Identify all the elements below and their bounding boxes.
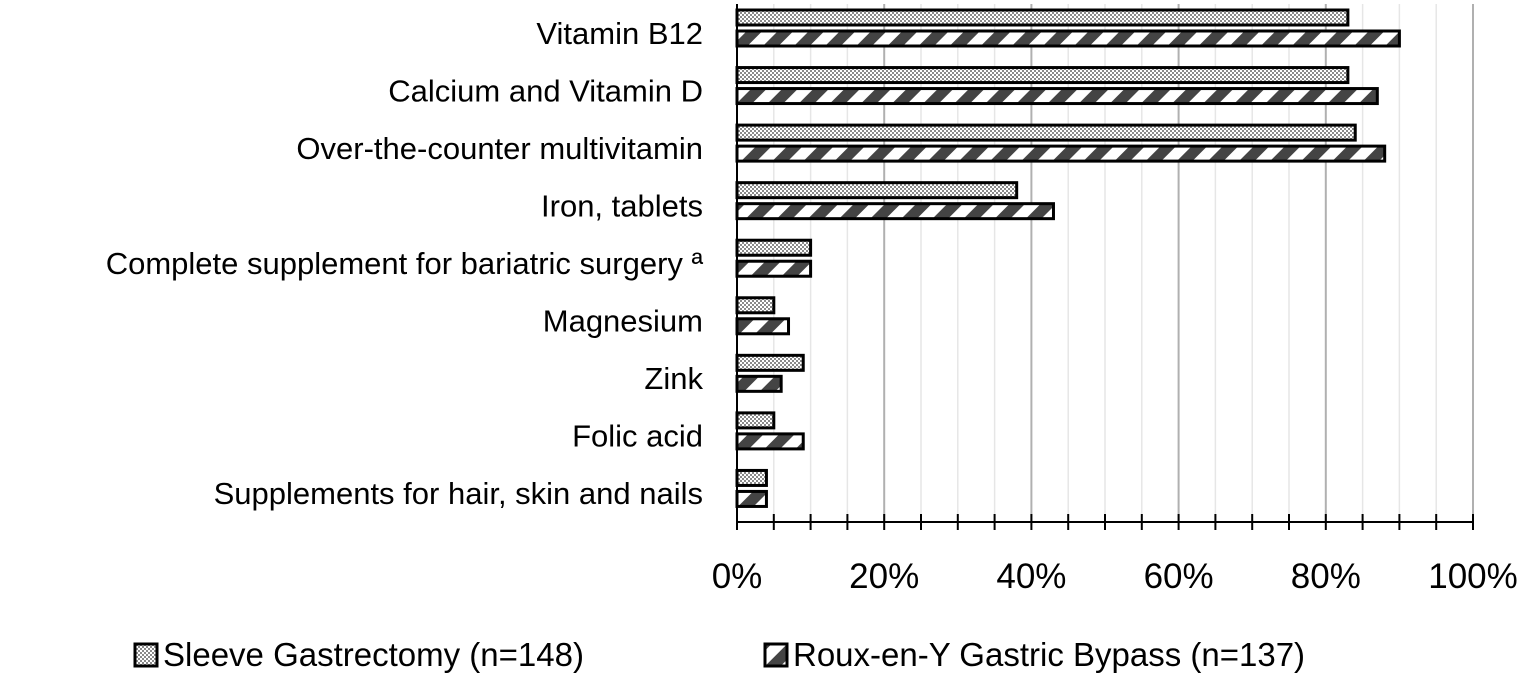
x-tick-label: 100% — [1428, 557, 1518, 596]
category-label: Calcium and Vitamin D — [388, 73, 703, 108]
category-label: Vitamin B12 — [536, 16, 703, 51]
category-label: Supplements for hair, skin and nails — [214, 476, 703, 511]
bar-roux-en-y-bypass — [735, 87, 1379, 106]
bar-sleeve-gastrectomy — [735, 181, 1019, 200]
category-label: Magnesium — [543, 304, 703, 339]
bar-roux-en-y-bypass — [735, 432, 805, 451]
legend-swatch-bypass — [763, 642, 789, 668]
bar-roux-en-y-bypass — [735, 29, 1401, 48]
bar-sleeve-gastrectomy — [735, 468, 768, 487]
category-label: Zink — [644, 361, 703, 396]
bar-roux-en-y-bypass — [735, 489, 768, 508]
legend-swatch-sleeve — [133, 642, 159, 668]
bar-roux-en-y-bypass — [735, 317, 791, 336]
legend-label-sleeve: Sleeve Gastrectomy (n=148) — [163, 636, 584, 673]
bar-sleeve-gastrectomy — [735, 8, 1350, 27]
category-label: Iron, tablets — [541, 188, 703, 223]
bar-roux-en-y-bypass — [735, 144, 1387, 163]
bar-sleeve-gastrectomy — [735, 123, 1357, 142]
category-label: Folic acid — [572, 419, 703, 454]
x-axis: 0% 20% 40% 60% 80% 100% — [712, 4, 1518, 596]
bar-sleeve-gastrectomy — [735, 238, 813, 257]
bar-roux-en-y-bypass — [735, 202, 1055, 221]
bar-roux-en-y-bypass — [735, 374, 783, 393]
bar-sleeve-gastrectomy — [735, 411, 776, 430]
bars — [735, 8, 1401, 508]
legend-label-bypass: Roux-en-Y Gastric Bypass (n=137) — [793, 636, 1305, 673]
bar-sleeve-gastrectomy — [735, 353, 805, 372]
category-labels: Vitamin B12 Calcium and Vitamin D Over-the… — [106, 16, 704, 511]
bar-roux-en-y-bypass — [735, 259, 813, 278]
x-tick-label: 80% — [1291, 557, 1361, 596]
x-tick-label: 0% — [712, 557, 763, 596]
category-label: Complete supplement for bariatric surger… — [106, 246, 704, 281]
bar-sleeve-gastrectomy — [735, 296, 776, 315]
x-tick-label: 60% — [1144, 557, 1214, 596]
x-tick-label: 40% — [996, 557, 1066, 596]
bar-sleeve-gastrectomy — [735, 66, 1350, 85]
x-tick-label: 20% — [849, 557, 919, 596]
legend: Sleeve Gastrectomy (n=148) Roux-en-Y Gas… — [133, 636, 1305, 673]
category-label: Over-the-counter multivitamin — [296, 131, 703, 166]
